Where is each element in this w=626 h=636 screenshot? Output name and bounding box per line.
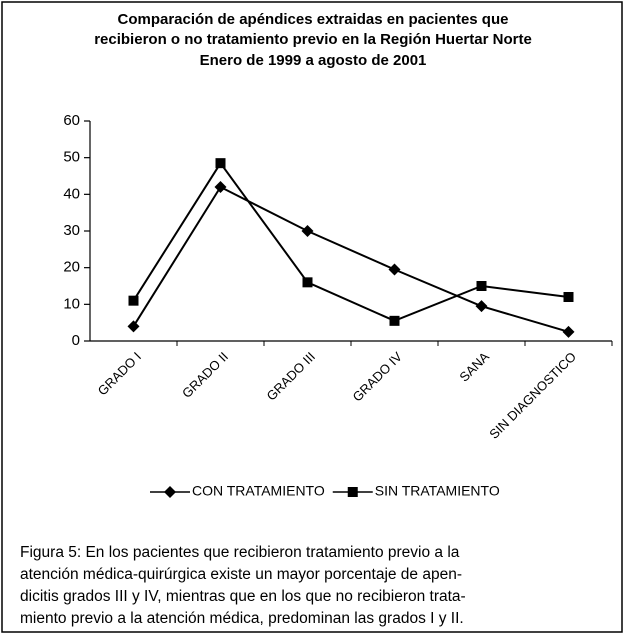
caption: miento previo a la atención médica, pred…: [20, 610, 464, 627]
caption: Figura 5: En los pacientes que recibiero…: [20, 544, 460, 561]
y-tick-label: 40: [63, 185, 80, 202]
point: [475, 300, 488, 313]
point: [215, 158, 226, 169]
y-tick-label: 0: [72, 332, 80, 349]
point: [563, 292, 574, 302]
y-tick-label: 60: [63, 112, 80, 129]
chart-title: Comparación de apéndices extraidas en pa…: [118, 11, 509, 28]
point: [388, 263, 401, 276]
legend-label: SIN TRATAMIENTO: [375, 483, 500, 499]
point: [128, 295, 139, 306]
y-tick-label: 20: [63, 259, 80, 276]
point: [214, 181, 227, 193]
point: [389, 315, 400, 326]
caption: atención médica-quirúrgica existe un may…: [20, 566, 462, 583]
legend-marker: [347, 487, 358, 497]
series-line: [132, 185, 569, 333]
y-tick-label: 10: [63, 295, 80, 312]
legend-label: CON TRATAMIENTO: [192, 483, 325, 499]
point: [127, 320, 140, 333]
point: [476, 281, 487, 291]
point: [301, 225, 314, 237]
caption: dicitis grados III y IV, mientras que en…: [20, 588, 466, 605]
y-tick-label: 30: [63, 222, 80, 239]
series-line: [132, 161, 569, 322]
point: [562, 325, 575, 338]
y-tick-label: 50: [63, 149, 80, 166]
point: [302, 277, 313, 288]
legend-marker: [164, 486, 176, 498]
chart-title: recibieron o no tratamiento previo en la…: [94, 31, 532, 48]
chart-title: Enero de 1999 a agosto de 2001: [200, 52, 427, 69]
